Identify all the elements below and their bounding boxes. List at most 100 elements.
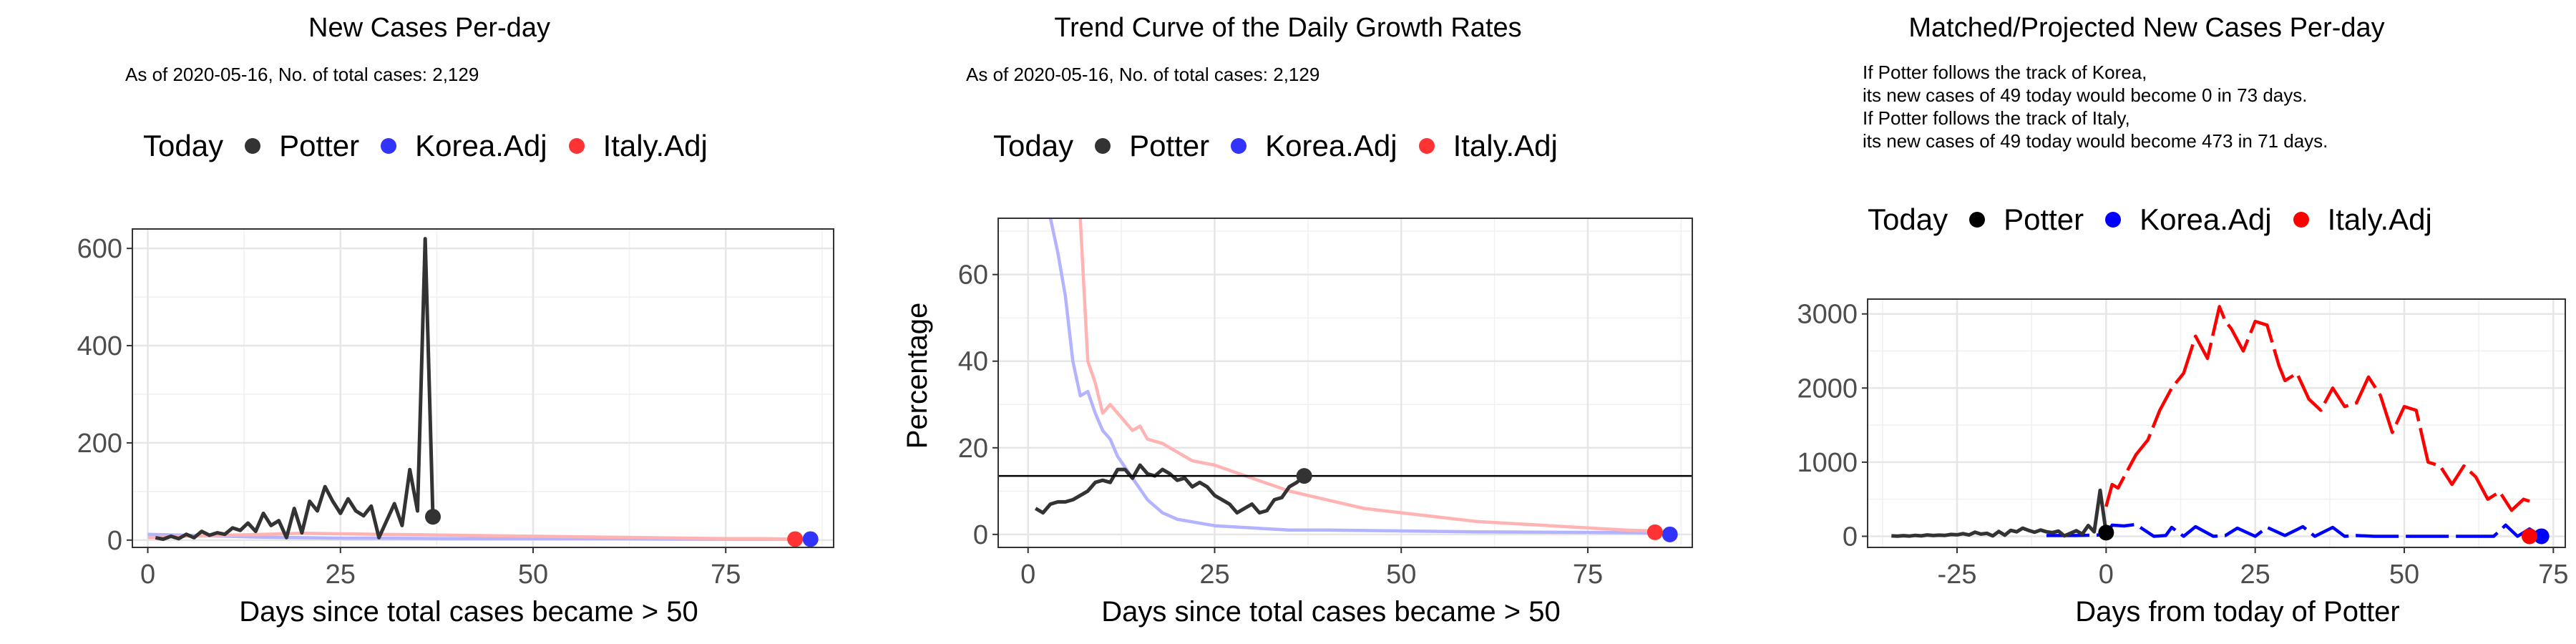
series-line-potter bbox=[155, 237, 435, 541]
x-axis-label: Days from today of Potter bbox=[2075, 596, 2400, 628]
plot-area: 0 25 50 75 0 20 40 60 bbox=[958, 218, 1693, 590]
legend-title: Today bbox=[1868, 203, 1948, 236]
legend-marker bbox=[568, 138, 585, 154]
today-point-italy-adj bbox=[787, 531, 804, 547]
y-axis-label: Percentage bbox=[902, 303, 933, 449]
chart-panel-growth-rates: Trend Curve of the Daily Growth Rates As… bbox=[859, 0, 1717, 644]
legend-marker bbox=[245, 138, 261, 154]
legend: Today Potter Korea.Adj Italy.Adj bbox=[993, 129, 1558, 163]
y-tick-label: 600 bbox=[77, 234, 122, 264]
chart-svg: 0 25 50 75 0 200 400 600 Days since total cases… bbox=[77, 228, 834, 628]
y-tick-label: 20 bbox=[958, 434, 988, 464]
today-point-korea-adj bbox=[1662, 526, 1678, 542]
x-tick-label: 0 bbox=[1020, 560, 1035, 590]
chart-svg: 0 25 50 75 0 20 40 60 Days since total cases be… bbox=[902, 218, 1693, 628]
legend-marker bbox=[1231, 138, 1247, 154]
series-line-italy-adj bbox=[1078, 218, 1655, 533]
plot-border bbox=[1867, 298, 2566, 548]
today-point-italy-adj bbox=[1646, 524, 1663, 540]
y-tick-label: 0 bbox=[1843, 522, 1858, 552]
legend-marker bbox=[2105, 212, 2122, 228]
chart-panel-projected: Matched/Projected New Cases Per-day If P… bbox=[1717, 0, 2576, 644]
legend-label: Potter bbox=[279, 129, 360, 162]
x-tick-label: 50 bbox=[518, 560, 548, 590]
x-axis-label: Days since total cases became > 50 bbox=[1101, 596, 1560, 628]
chart-subtitle: As of 2020-05-16, No. of total cases: 2,… bbox=[125, 64, 479, 85]
y-tick-label: 60 bbox=[958, 260, 988, 291]
x-tick-label: -25 bbox=[1938, 560, 1977, 590]
plot-border bbox=[997, 218, 1693, 548]
y-tick-label: 40 bbox=[958, 347, 988, 377]
series-line-korea-adj bbox=[1048, 218, 1670, 535]
legend-marker bbox=[2293, 212, 2309, 228]
chart-title: Matched/Projected New Cases Per-day bbox=[1908, 13, 2385, 43]
legend-marker bbox=[381, 138, 397, 154]
legend-label: Potter bbox=[2004, 203, 2084, 236]
plot-area: 0 25 50 75 0 200 400 600 bbox=[77, 228, 834, 590]
y-tick-label: 400 bbox=[77, 331, 122, 361]
today-point-italy-adj bbox=[2522, 528, 2537, 545]
legend-label: Potter bbox=[1129, 129, 1210, 162]
legend-label: Italy.Adj bbox=[2327, 203, 2432, 236]
x-tick-label: 75 bbox=[1573, 560, 1603, 590]
plot-border bbox=[132, 228, 834, 548]
y-tick-label: 0 bbox=[973, 520, 988, 550]
legend-title: Today bbox=[143, 129, 224, 162]
chart-panel-new-cases: New Cases Per-day As of 2020-05-16, No. … bbox=[0, 0, 859, 644]
x-tick-label: 0 bbox=[2099, 560, 2114, 590]
series-group bbox=[147, 237, 811, 541]
legend-item-korea: Korea.Adj bbox=[1231, 129, 1397, 163]
y-tick-label: 3000 bbox=[1797, 300, 1858, 330]
chart-svg: -25 0 25 50 75 0 1000 2000 3000 Days from today … bbox=[1797, 298, 2568, 628]
x-tick-label: 25 bbox=[1199, 560, 1229, 590]
legend-label: Korea.Adj bbox=[2140, 203, 2272, 236]
today-point-potter bbox=[1296, 468, 1312, 484]
legend-label: Italy.Adj bbox=[602, 129, 708, 162]
legend-label: Korea.Adj bbox=[1265, 129, 1397, 162]
today-point-korea-adj bbox=[2533, 528, 2550, 545]
legend: Today Potter Korea.Adj Italy.Adj bbox=[1868, 203, 2432, 237]
legend-item-potter: Potter bbox=[1095, 129, 1209, 163]
x-tick-label: 75 bbox=[2538, 560, 2568, 590]
chart-subtitle: If Potter follows the track of Korea, it… bbox=[1863, 62, 2328, 152]
legend-item-korea: Korea.Adj bbox=[381, 129, 547, 163]
x-tick-label: 25 bbox=[326, 560, 356, 590]
today-point-korea-adj bbox=[802, 531, 819, 547]
plot-area: -25 0 25 50 75 0 1000 2000 3000 bbox=[1797, 298, 2568, 590]
series-line-italy-adj bbox=[2104, 305, 2530, 512]
x-tick-label: 50 bbox=[1386, 560, 1416, 590]
legend-item-korea: Korea.Adj bbox=[2105, 203, 2272, 237]
legend-label: Korea.Adj bbox=[415, 129, 547, 162]
today-point-potter bbox=[2098, 525, 2114, 541]
legend-label: Italy.Adj bbox=[1453, 129, 1558, 162]
y-tick-label: 200 bbox=[77, 429, 122, 459]
chart-title: New Cases Per-day bbox=[308, 13, 550, 43]
chart-title: Trend Curve of the Daily Growth Rates bbox=[1054, 13, 1522, 43]
legend-marker bbox=[1095, 138, 1111, 154]
legend-marker bbox=[1969, 212, 1986, 228]
x-tick-label: 75 bbox=[711, 560, 741, 590]
y-tick-label: 0 bbox=[107, 526, 122, 556]
legend-item-potter: Potter bbox=[1969, 203, 2084, 237]
x-tick-label: 25 bbox=[2240, 560, 2270, 590]
y-tick-label: 2000 bbox=[1797, 374, 1858, 404]
series-group bbox=[1034, 218, 1670, 535]
series-line-potter bbox=[1891, 488, 2108, 538]
series-group bbox=[1891, 305, 2542, 538]
legend-item-italy: Italy.Adj bbox=[1418, 129, 1558, 163]
series-line-italy-adj bbox=[147, 532, 796, 541]
legend: Today Potter Korea.Adj Italy.Adj bbox=[143, 129, 708, 163]
legend-item-italy: Italy.Adj bbox=[568, 129, 708, 163]
y-tick-label: 1000 bbox=[1797, 448, 1858, 478]
today-point-potter bbox=[425, 509, 441, 525]
series-line-potter bbox=[1034, 463, 1306, 515]
chart-subtitle: As of 2020-05-16, No. of total cases: 2,… bbox=[966, 64, 1320, 85]
legend-item-potter: Potter bbox=[245, 129, 359, 163]
x-tick-label: 0 bbox=[140, 560, 155, 590]
series-line-korea-adj bbox=[2046, 522, 2542, 538]
legend-item-italy: Italy.Adj bbox=[2293, 203, 2432, 237]
x-axis-label: Days since total cases became > 50 bbox=[239, 596, 698, 628]
legend-title: Today bbox=[993, 129, 1074, 162]
x-tick-label: 50 bbox=[2389, 560, 2419, 590]
legend-marker bbox=[1418, 138, 1435, 154]
